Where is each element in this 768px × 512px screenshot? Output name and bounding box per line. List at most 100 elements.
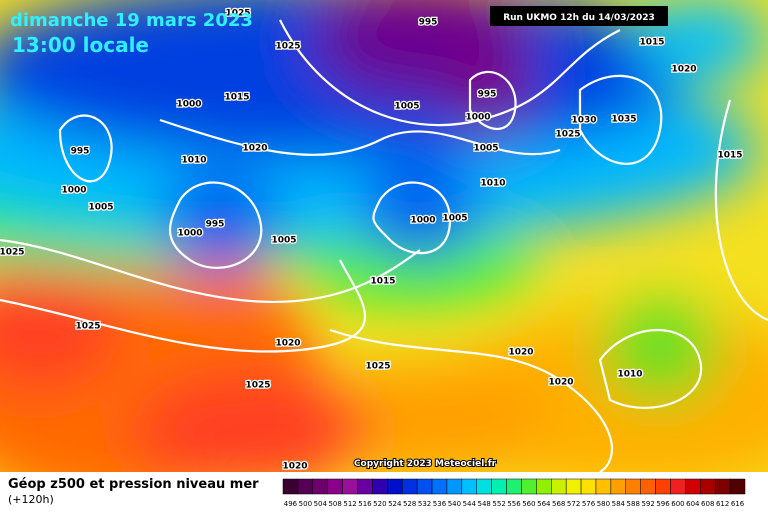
scale-swatch [446,478,463,495]
scale-swatch [714,478,731,495]
scale-swatch [565,478,582,495]
scale-swatch [342,478,358,495]
scale-label: 564 [537,500,551,508]
scale-swatch [700,478,716,495]
isobar-label: 995 [478,90,497,100]
scale-label: 580 [597,500,610,508]
scale-label: 512 [343,500,356,508]
isobar-label: 1005 [271,236,296,246]
scale-label: 604 [686,500,700,508]
isobar-label: 1025 [245,381,270,391]
isobar-label: 1005 [394,102,419,112]
scale-label: 612 [716,500,729,508]
isobar-label: 1000 [176,100,201,110]
scale-swatch [551,478,567,495]
isobar-label: 1020 [508,348,533,358]
scale-label: 616 [731,500,745,508]
scale-label: 500 [299,500,312,508]
scale-swatch [521,478,537,495]
scale-swatch [625,478,641,495]
scale-label: 576 [582,500,596,508]
isobar-label: 995 [206,220,225,230]
scale-label: 540 [448,500,461,508]
isobar-label: 1020 [242,144,267,154]
scale-swatch [401,478,418,495]
scale-label: 572 [567,500,580,508]
scale-label: 600 [671,500,684,508]
isobar-label: 1020 [282,462,307,472]
isobar-label: 1000 [177,229,202,239]
scale-swatch [655,478,671,495]
scale-label: 516 [358,500,372,508]
scale-label: 504 [314,500,328,508]
isobar-label: 1025 [75,322,100,332]
scale-swatch [595,478,612,495]
scale-swatch [327,478,343,495]
scale-swatch [297,478,314,495]
scale-swatch [491,478,507,495]
isobar-label: 1015 [224,93,249,103]
scale-label: 508 [328,500,341,508]
scale-swatch [685,478,701,495]
isobar-label: 1005 [442,214,467,224]
scale-swatch [282,478,299,495]
isobar-label: 1020 [275,339,300,349]
scale-label: 536 [433,500,447,508]
isobar-label: 1000 [465,113,490,123]
run: Run UKMO 12h du 14/03/2023 [503,13,655,23]
isobar-label: 1015 [639,38,664,48]
scale-swatch [729,478,746,495]
scale-label: 548 [478,500,491,508]
scale-swatch [387,478,403,495]
run-box [490,6,668,26]
scale-swatch [536,478,552,495]
color-scale: 496 500 504 508 512 516 520 524 528 532 536 540 544 5… [282,478,746,508]
scale-swatch [640,478,656,495]
scale-swatch [431,478,448,495]
time: 13:00 locale [12,33,149,57]
isobar-label: 1025 [365,362,390,372]
scale-label: 532 [418,500,431,508]
scale-label: 544 [463,500,477,508]
isobar-label: 1035 [611,115,636,125]
date: dimanche 19 mars 2023 [10,10,253,31]
isobar-label: 1000 [410,216,435,226]
isobar-label: 1025 [0,248,25,258]
scale-label: 560 [522,500,535,508]
isobar-label: 1030 [571,116,596,126]
scale-swatch [580,478,597,495]
scale-label: 596 [656,500,670,508]
scale-swatch [670,478,686,495]
isobar-label: 1005 [473,144,498,154]
isobar-label: 1015 [370,277,395,287]
scale-swatch [372,478,388,495]
isobar-label: 1025 [225,9,250,19]
scale-label: 588 [627,500,640,508]
isobar-label: 1015 [717,151,742,161]
scale-swatch [461,478,477,495]
scale-label: 520 [373,500,386,508]
scale-swatch [506,478,522,495]
isobar-label: 1025 [555,130,580,140]
isobar-label: 1020 [548,378,573,388]
isobar-label: 1010 [181,156,206,166]
scale-label: 496 [284,500,298,508]
isobar-label: 1010 [617,370,642,380]
isobar-label: 1020 [671,65,696,75]
scale-label: 528 [403,500,416,508]
scale-swatch [476,478,492,495]
scale-swatch [416,478,433,495]
copyright: Copyright 2023 Meteociel.fr [354,459,497,469]
isobar-label: 1010 [480,179,505,189]
scale-label: 584 [612,500,626,508]
scale-label: 608 [701,500,714,508]
isobar-label: 1005 [88,203,113,213]
scale-label: 568 [552,500,565,508]
isobar-label: 1000 [61,186,86,196]
isobar-labels: 1025 995 1025 1015 1020 1000 1015 1005 9… [0,7,744,473]
footer-lead: (+120h) [8,493,54,506]
scale-swatch [312,478,328,495]
scale-label: 592 [641,500,654,508]
